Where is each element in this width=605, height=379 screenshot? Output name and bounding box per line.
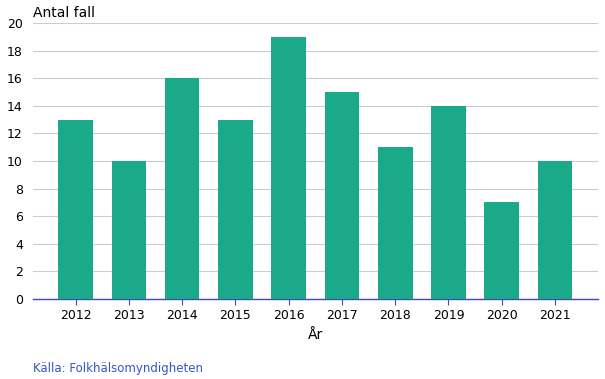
Bar xyxy=(165,78,200,299)
Bar xyxy=(485,202,519,299)
Bar xyxy=(431,106,466,299)
X-axis label: År: År xyxy=(308,328,323,342)
Bar xyxy=(58,120,93,299)
Bar xyxy=(325,92,359,299)
Text: Antal fall: Antal fall xyxy=(33,6,94,20)
Bar xyxy=(378,147,413,299)
Bar xyxy=(111,161,146,299)
Bar xyxy=(218,120,253,299)
Bar xyxy=(538,161,572,299)
Text: Källa: Folkhälsomyndigheten: Källa: Folkhälsomyndigheten xyxy=(33,362,203,375)
Bar xyxy=(272,37,306,299)
